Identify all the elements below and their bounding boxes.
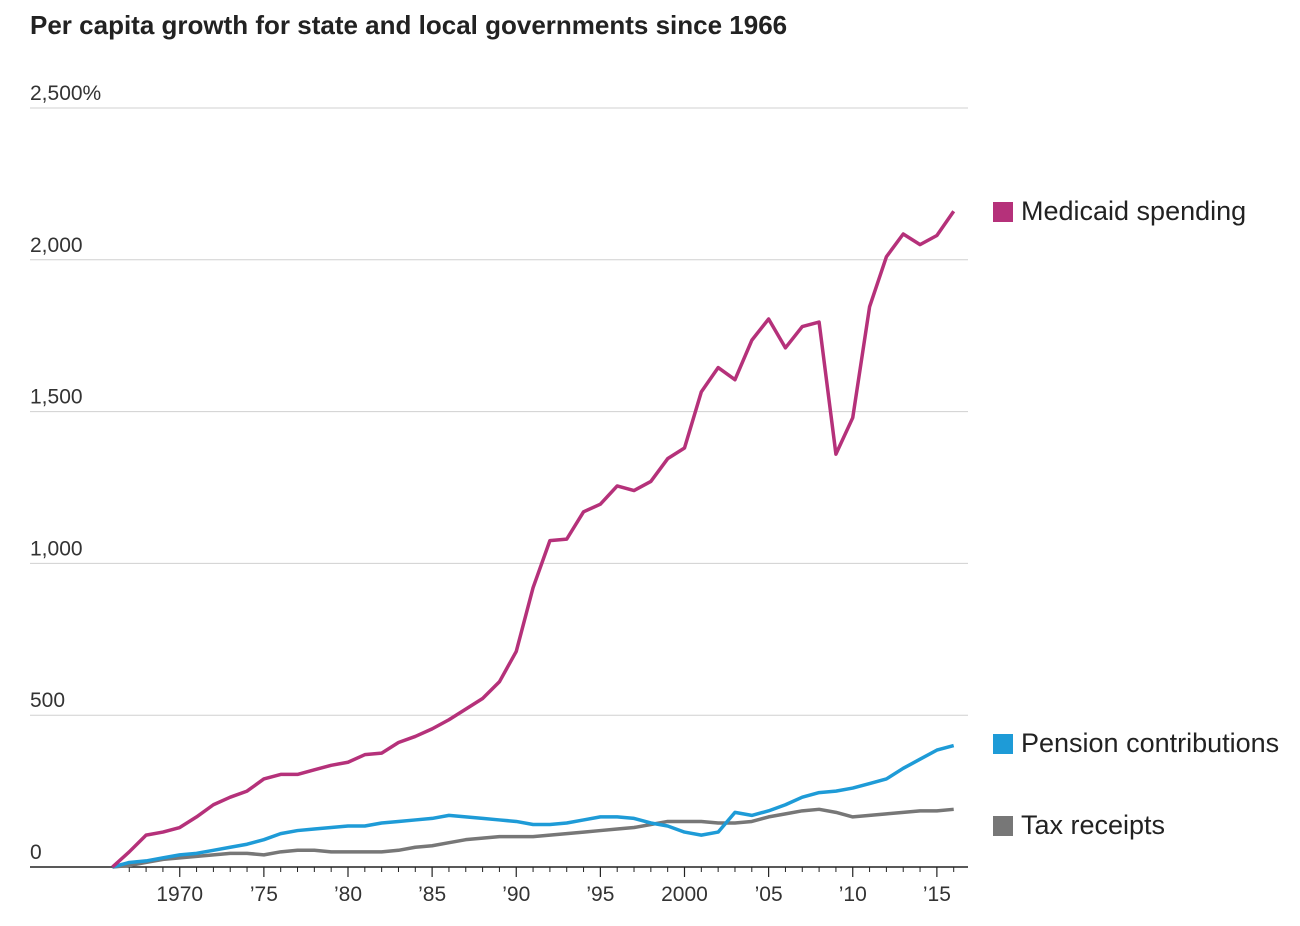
x-tick-label: ’90	[502, 883, 530, 906]
legend-label: Tax receipts	[1021, 810, 1166, 840]
x-tick-label: ’15	[923, 883, 951, 906]
legend-label: Medicaid spending	[1021, 196, 1247, 226]
y-tick-label: 0	[30, 841, 42, 864]
legend-swatch	[993, 816, 1013, 836]
line	[111, 743, 955, 869]
line	[112, 807, 954, 869]
y-tick-label: 2,000	[30, 234, 83, 257]
legend-swatch	[993, 734, 1013, 754]
x-tick-label: 1970	[156, 883, 203, 906]
legend-swatch	[993, 202, 1013, 222]
line	[111, 210, 956, 869]
legend-label: Pension contributions	[1021, 728, 1280, 758]
y-tick-label: 1,000	[30, 537, 83, 560]
legend-item: Tax receipts	[993, 807, 1281, 843]
x-tick-label: ’80	[334, 883, 362, 906]
x-tick-label: 2000	[661, 883, 708, 906]
legend-item: Medicaid spending	[993, 193, 1281, 229]
chart-title: Per capita growth for state and local go…	[30, 10, 787, 40]
y-tick-label: 2,500%	[30, 82, 101, 105]
y-tick-label: 1,500	[30, 386, 83, 409]
x-tick-label: ’95	[586, 883, 614, 906]
x-tick-label: ’75	[250, 883, 278, 906]
x-tick-label: ’05	[755, 883, 783, 906]
x-tick-label: ’10	[839, 883, 867, 906]
x-tick-label: ’85	[418, 883, 446, 906]
y-tick-label: 500	[30, 689, 65, 712]
legend-item: Pension contributions	[993, 725, 1281, 761]
